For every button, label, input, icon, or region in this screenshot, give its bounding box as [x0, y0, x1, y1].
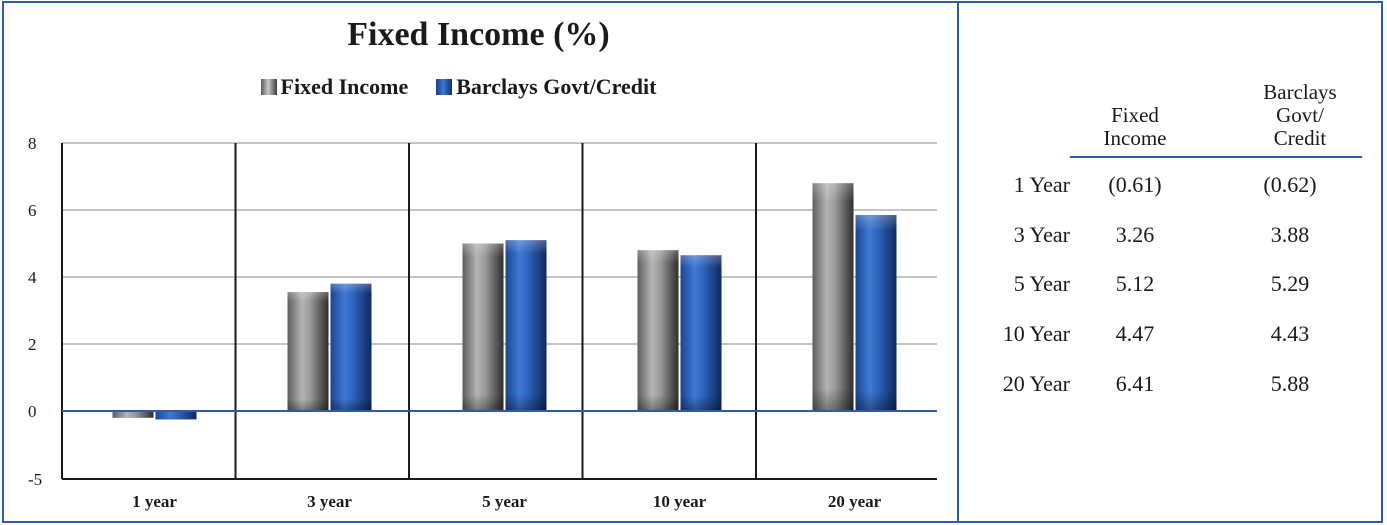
table-header-fixed-income: Fixed Income [1090, 104, 1180, 150]
bar-fixed-income-shade [287, 292, 329, 411]
y-tick-label: 8 [28, 134, 37, 153]
bar-fixed-income-shade [112, 411, 154, 418]
table-row: 20 Year 6.41 5.88 [980, 371, 1360, 401]
row-label: 10 Year [1002, 321, 1070, 346]
x-tick-label: 10 year [653, 492, 707, 511]
y-tick-label: 4 [28, 268, 37, 287]
table-header-fixed-income-line1: Fixed [1111, 103, 1159, 127]
table-row: 1 Year (0.61) (0.62) [980, 172, 1360, 202]
bar-fixed-income-shade [812, 183, 854, 411]
row-label: 3 Year [1013, 222, 1070, 247]
table-header-fixed-income-line2: Income [1103, 126, 1167, 150]
chart-title: Fixed Income (%) [347, 16, 610, 53]
bar-barclays-shade [505, 240, 547, 411]
bar-barclays-shade [855, 215, 897, 411]
x-tick-label: 20 year [828, 492, 882, 511]
y-tick-label: 0 [28, 402, 37, 421]
legend-item-barclays: Barclays Govt/Credit [436, 74, 656, 100]
row-barclays-value: 5.88 [1270, 371, 1310, 396]
table-header-barclays-line3: Credit [1273, 126, 1327, 150]
row-barclays-value: 3.88 [1270, 222, 1310, 247]
y-tick-label: 6 [28, 201, 37, 220]
bar-barclays-shade [155, 411, 197, 420]
y-tick-label: 2 [28, 335, 37, 354]
table-header-barclays: Barclays Govt/ Credit [1245, 81, 1355, 150]
row-barclays-value: 4.43 [1270, 321, 1310, 346]
legend-label-barclays: Barclays Govt/Credit [456, 74, 657, 99]
legend-item-fixed-income: Fixed Income [260, 74, 409, 100]
legend-swatch-fixed-income [260, 79, 277, 95]
row-label: 1 Year [1013, 172, 1070, 197]
bar-barclays-shade [680, 255, 722, 411]
bar-fixed-income-shade [637, 250, 679, 411]
row-barclays-value: (0.62) [1263, 172, 1317, 197]
row-barclays-value: 5.29 [1270, 271, 1310, 296]
table-header-barclays-line1: Barclays [1263, 80, 1337, 104]
y-tick-label: -5 [28, 470, 42, 489]
legend-swatch-barclays [436, 79, 453, 95]
chart-legend: Fixed Income Barclays Govt/Credit [0, 74, 917, 100]
legend-label-fixed-income: Fixed Income [280, 74, 409, 99]
row-label: 5 Year [1013, 271, 1070, 296]
row-fixed-income-value: 6.41 [1115, 371, 1155, 396]
row-fixed-income-value: 5.12 [1115, 271, 1155, 296]
table-row: 3 Year 3.26 3.88 [980, 222, 1360, 252]
row-fixed-income-value: (0.61) [1108, 172, 1162, 197]
x-tick-label: 3 year [307, 492, 352, 511]
table-header-barclays-line2: Govt/ [1276, 103, 1324, 127]
row-fixed-income-value: 3.26 [1115, 222, 1155, 247]
bar-barclays-shade [330, 283, 372, 411]
panel-divider [957, 1, 959, 523]
row-fixed-income-value: 4.47 [1115, 321, 1155, 346]
x-tick-label: 5 year [482, 492, 527, 511]
x-tick-label: 1 year [132, 492, 177, 511]
bar-fixed-income-shade [462, 243, 504, 411]
row-label: 20 Year [1002, 371, 1070, 396]
table-row: 10 Year 4.47 4.43 [980, 321, 1360, 351]
table-row: 5 Year 5.12 5.29 [980, 271, 1360, 301]
table-header-rule [1070, 156, 1362, 158]
bar-chart: -5 0 2 4 6 8 1 year 3 year 5 year 10 year 20 year [28, 134, 937, 511]
